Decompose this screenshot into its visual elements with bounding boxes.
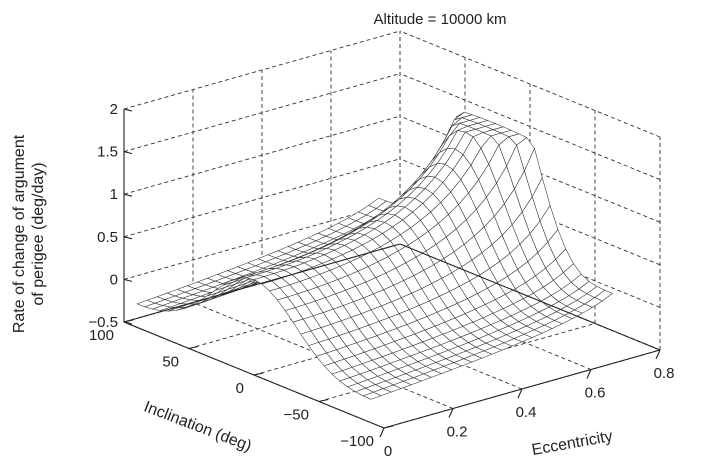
x-tick-mark xyxy=(655,349,661,360)
x-axis-label: Eccentricity xyxy=(530,428,614,459)
x-tick-label: 0 xyxy=(384,443,392,460)
y-tick-label: −100 xyxy=(340,433,374,450)
z-tick-label: 0 xyxy=(110,271,118,288)
y-tick-label: 0 xyxy=(236,380,244,397)
floor-left-edge xyxy=(123,243,401,323)
z-tick-mark xyxy=(123,236,133,240)
z-tick-mark xyxy=(123,193,133,197)
z-tick-label: 2 xyxy=(110,101,118,118)
z-axis-label-line-1: Rate of change of argument xyxy=(11,134,28,333)
floor-back-edge xyxy=(399,243,661,351)
x-tick-mark xyxy=(586,369,592,379)
z-tick-mark xyxy=(123,321,133,325)
y-tick-mark xyxy=(123,319,134,323)
x-tick-mark xyxy=(448,408,454,418)
z-tick-mark xyxy=(123,278,133,282)
z-tick-mark xyxy=(123,151,133,155)
y-tick-mark xyxy=(318,398,329,403)
x-tick-label: 0.8 xyxy=(654,365,675,382)
tick-labels: 0 0.2 0.4 0.6 0.8 100 50 0 −50 −100 2 1.5 1 0.5 0 −0.5 xyxy=(88,101,674,460)
y-tick-label: 50 xyxy=(162,354,179,371)
z-tick-label: 1.5 xyxy=(97,144,118,161)
surface-mesh xyxy=(136,111,614,400)
x-tick-label: 0.2 xyxy=(447,424,468,441)
y-tick-mark xyxy=(253,372,264,376)
y-axis-label: Inclination (deg) xyxy=(141,398,253,455)
y-tick-mark xyxy=(188,345,199,350)
z-axis-label: Rate of change of argument of perigee (d… xyxy=(11,134,47,333)
x-tick-mark xyxy=(379,427,385,438)
z-tick-label: 1 xyxy=(110,186,118,203)
z-tick-label: −0.5 xyxy=(88,314,118,331)
chart-title: Altitude = 10000 km xyxy=(373,11,506,28)
z-axis-label-line-2: of perigee (deg/day) xyxy=(30,162,47,305)
z-tick-label: 0.5 xyxy=(97,229,118,246)
x-tick-mark xyxy=(517,388,523,399)
y-tick-label: 100 xyxy=(89,327,114,344)
surface-facet xyxy=(362,392,382,400)
y-tick-mark xyxy=(383,425,394,429)
x-tick-label: 0.4 xyxy=(516,404,537,421)
y-tick-label: −50 xyxy=(284,407,309,424)
x-tick-label: 0.6 xyxy=(585,385,606,402)
z-tick-mark xyxy=(123,108,133,112)
